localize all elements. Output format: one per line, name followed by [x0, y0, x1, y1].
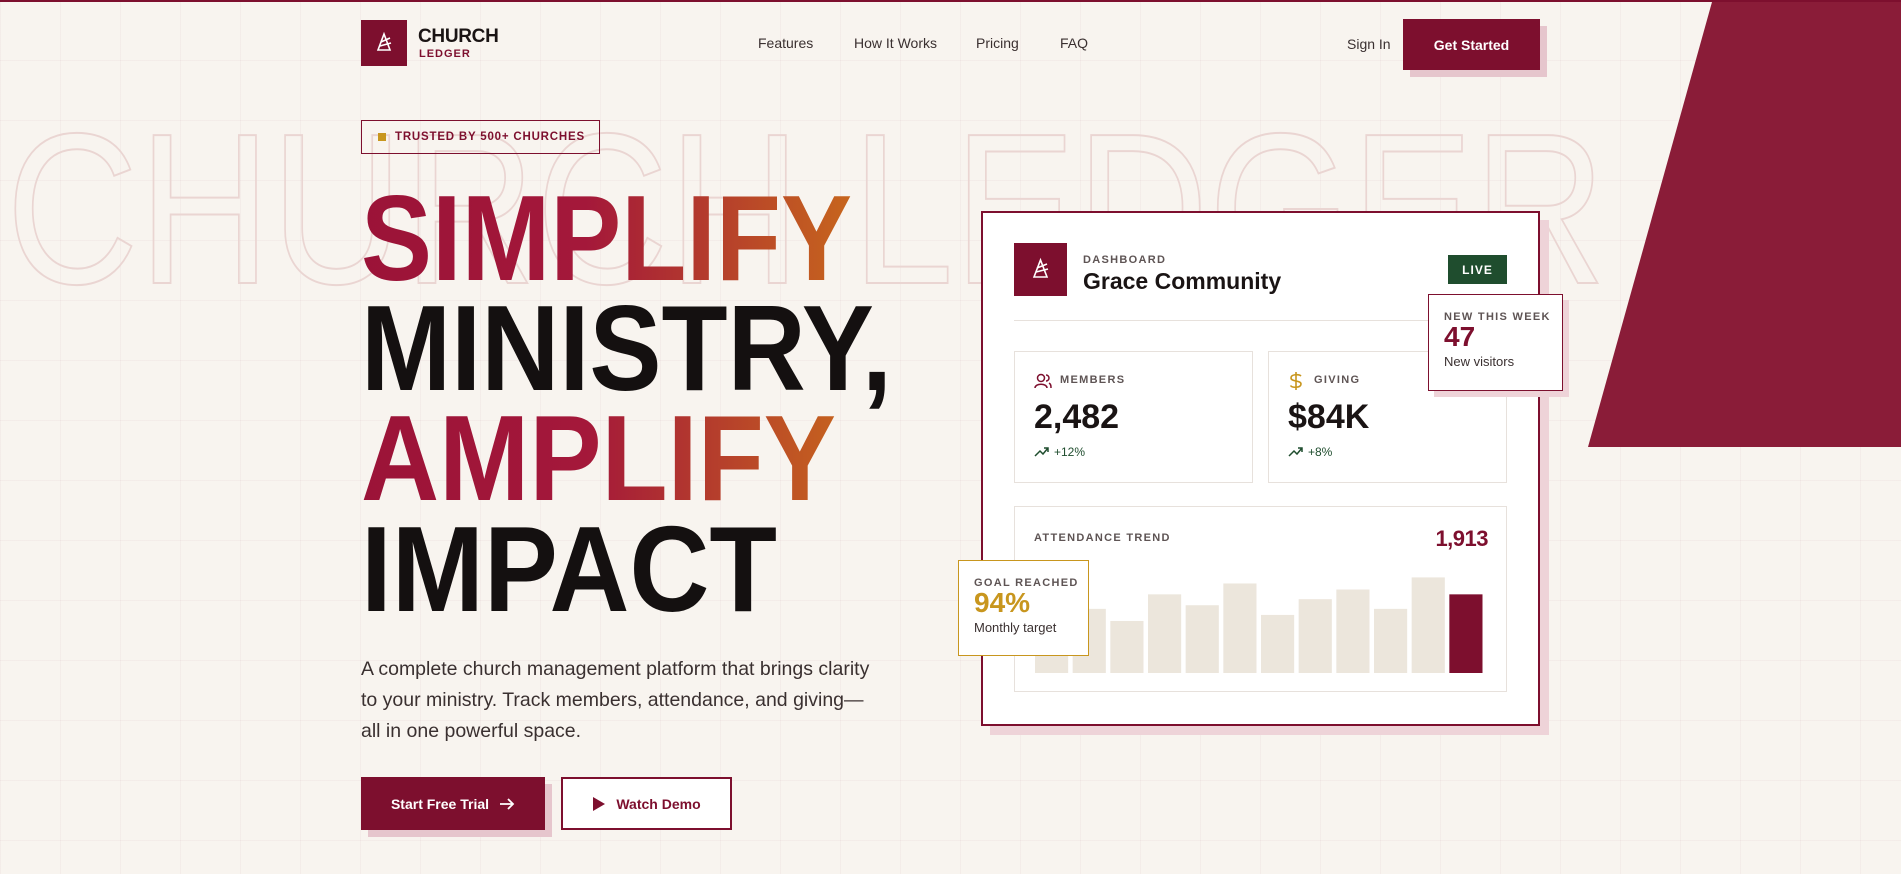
dashboard-name: Grace Community [1083, 268, 1282, 294]
badge-dot [378, 133, 386, 141]
new-week-callout: NEW THIS WEEK 47 New visitors [1428, 294, 1563, 391]
attendance-title: ATTENDANCE TREND [1034, 532, 1171, 544]
sign-in[interactable]: Sign In [1347, 36, 1391, 52]
callout-label: GOAL REACHED [974, 577, 1079, 589]
headline-line: AMPLIFY [361, 390, 836, 526]
attendance-value: 1,913 [1435, 526, 1488, 551]
cta-button[interactable]: Get Started [1403, 19, 1540, 70]
primary-button[interactable]: Start Free Trial [361, 777, 545, 830]
attendance-bar [1374, 608, 1408, 673]
attendance-bar [1449, 594, 1483, 673]
callout-label: NEW THIS WEEK [1444, 311, 1551, 323]
attendance-bar [1110, 620, 1144, 673]
attendance-chart [1035, 577, 1483, 673]
nav-link[interactable]: FAQ [1060, 35, 1089, 51]
play-icon [593, 796, 606, 811]
trust-badge: TRUSTED BY 500+ CHURCHES [361, 120, 600, 154]
attendance-bar [1298, 599, 1332, 673]
callout-value: 47 [1444, 321, 1476, 352]
attendance-bar [1148, 594, 1182, 673]
dashboard-logo [1014, 243, 1067, 296]
callout-value: 94% [974, 587, 1031, 618]
attendance-bar [1336, 589, 1370, 673]
stat-change: +8% [1308, 445, 1333, 459]
attendance-bar [1411, 577, 1445, 673]
attendance-bar [1223, 583, 1257, 673]
attendance-card: ATTENDANCE TREND 1,913 [1014, 506, 1507, 692]
goal-callout: GOAL REACHED 94% Monthly target [958, 560, 1089, 656]
brand-sub: LEDGER [419, 48, 471, 60]
nav-link[interactable]: How It Works [854, 35, 937, 51]
callout-caption: New visitors [1444, 354, 1515, 369]
giving-icon [1289, 372, 1302, 390]
trend-icon [1034, 447, 1049, 457]
logo-icon [376, 31, 392, 51]
nav-link[interactable]: Pricing [976, 35, 1019, 51]
divider [1014, 320, 1507, 321]
status-badge: LIVE [1448, 255, 1507, 284]
stat-value: $84K [1288, 398, 1370, 436]
attendance-bar [1185, 605, 1219, 673]
logo-mark[interactable] [361, 20, 407, 66]
secondary-button[interactable]: Watch Demo [561, 777, 732, 830]
stat-value: 2,482 [1034, 398, 1120, 436]
stat-label: GIVING [1314, 374, 1361, 386]
badge-text: TRUSTED BY 500+ CHURCHES [395, 131, 585, 143]
arrow-icon [500, 797, 515, 810]
trend-icon [1288, 447, 1303, 457]
stat-change: +12% [1054, 445, 1086, 459]
attendance-bar [1261, 614, 1295, 673]
hero-description: A complete church management platform th… [361, 658, 870, 742]
headline-line: IMPACT [361, 501, 777, 637]
headline-line: SIMPLIFY [361, 170, 852, 306]
headline: SIMPLIFY MINISTRY, AMPLIFY IMPACT [361, 170, 892, 637]
accent-shape [1588, 2, 1901, 447]
callout-caption: Monthly target [974, 620, 1057, 635]
primary-button-label: Start Free Trial [390, 795, 490, 812]
brand-name: CHURCH [418, 26, 499, 47]
nav-link[interactable]: Features [758, 35, 814, 51]
headline-line: MINISTRY, [361, 280, 892, 416]
members-icon [1034, 373, 1052, 389]
stat-card: MEMBERS 2,482 +12% [1014, 351, 1253, 483]
dashboard-label: DASHBOARD [1083, 254, 1167, 266]
secondary-button-label: Watch Demo [616, 795, 701, 812]
stat-label: MEMBERS [1060, 374, 1126, 386]
logo-icon [1032, 257, 1049, 278]
